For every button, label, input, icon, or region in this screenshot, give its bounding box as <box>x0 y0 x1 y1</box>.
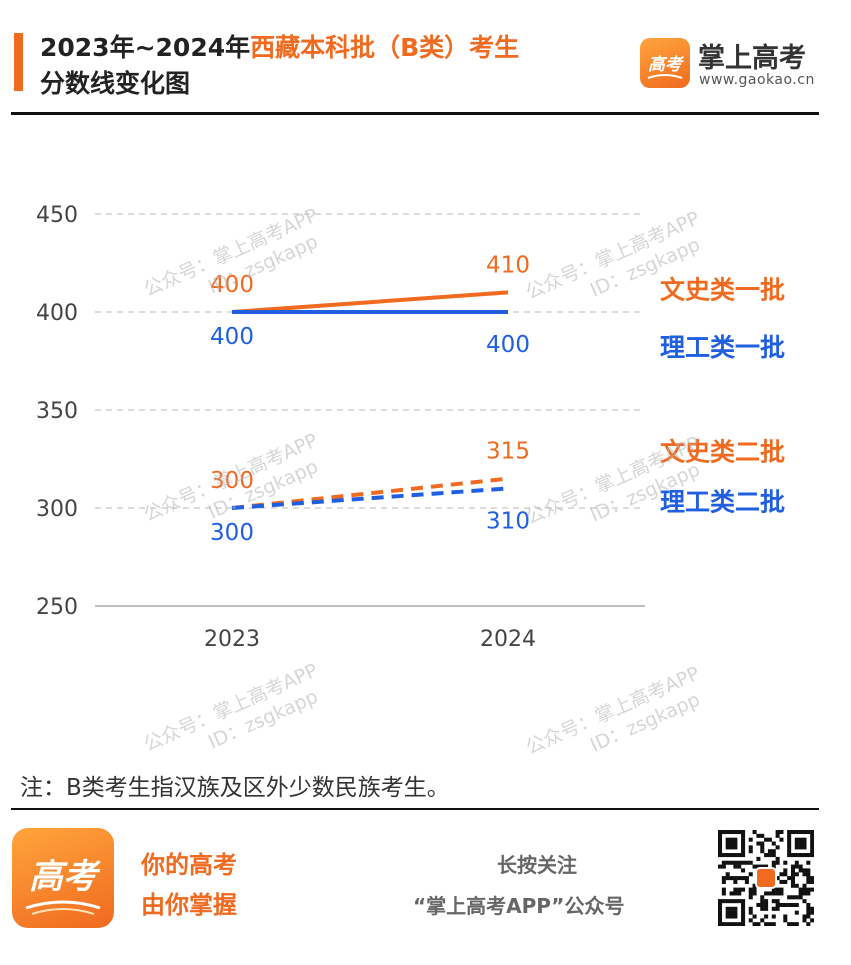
data-label: 410 <box>486 252 530 278</box>
gaokao-logo-icon: 高考 <box>640 38 690 88</box>
y-tick-label: 300 <box>36 497 78 522</box>
legend-label: 文史类二批 <box>660 438 785 467</box>
brand-url: www.gaokao.cn <box>699 72 815 88</box>
slogan-line1: 你的高考 <box>141 851 237 879</box>
data-label: 300 <box>210 468 254 494</box>
title-highlight: 西藏本科批（B类）考生 <box>250 33 520 62</box>
brand-name: 掌上高考 <box>698 43 806 74</box>
footer-logo-text: 高考 <box>29 857 101 897</box>
data-label: 400 <box>486 332 530 358</box>
page-title: 2023年~2024年西藏本科批（B类）考生 <box>40 28 519 64</box>
x-tick-label: 2024 <box>480 627 536 650</box>
header-divider <box>11 112 819 115</box>
legend-label: 理工类一批 <box>660 333 785 362</box>
footer-divider <box>11 808 819 810</box>
footnote: 注：B类考生指汉族及区外少数民族考生。 <box>20 775 450 801</box>
y-tick-label: 450 <box>36 203 78 228</box>
qr-code-icon[interactable] <box>718 830 815 927</box>
x-tick-label: 2023 <box>204 627 260 650</box>
slogan-line2: 由你掌握 <box>141 891 237 919</box>
data-label: 315 <box>486 439 530 465</box>
legend-label: 文史类一批 <box>660 275 785 304</box>
data-label: 400 <box>210 324 254 350</box>
title-accent-bar <box>14 33 23 91</box>
data-label: 400 <box>210 272 254 298</box>
data-label: 310 <box>486 508 530 534</box>
brand-logo-text: 高考 <box>648 55 684 75</box>
series-line-3 <box>231 486 509 510</box>
y-tick-label: 250 <box>36 595 78 620</box>
gaokao-app-logo-icon: 高考 <box>12 828 114 928</box>
line-chart: 450 400 350 300 250 2023 2024 400 410 400 400 300 31… <box>36 203 785 650</box>
y-tick-label: 350 <box>36 399 78 424</box>
series-line-0 <box>231 290 509 314</box>
follow-hint: 长按关注 <box>497 853 577 877</box>
follow-account: “掌上高考APP”公众号 <box>413 894 625 918</box>
page-subtitle: 分数线变化图 <box>40 69 191 98</box>
title-prefix: 2023年~2024年 <box>40 33 251 62</box>
watermark: 公众号：掌上高考APP ID：zsgkapp <box>522 662 704 760</box>
legend-label: 理工类二批 <box>660 487 785 516</box>
y-tick-label: 400 <box>36 301 78 326</box>
data-label: 300 <box>210 520 254 546</box>
watermark: 公众号：掌上高考APP ID：zsgkapp <box>140 659 322 757</box>
